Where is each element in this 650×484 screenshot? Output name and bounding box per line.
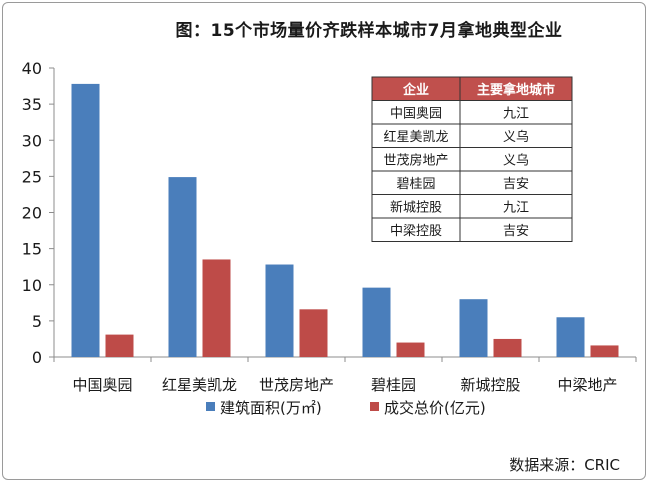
y-tick-label: 25 bbox=[22, 167, 42, 186]
table-cell: 九江 bbox=[503, 106, 529, 121]
table-cell: 红星美凯龙 bbox=[383, 129, 448, 145]
bar-price bbox=[202, 259, 231, 357]
table-cell: 中梁控股 bbox=[390, 224, 442, 239]
table-cell: 中国奥园 bbox=[390, 106, 442, 121]
legend-label: 成交总价(亿元) bbox=[384, 399, 486, 417]
y-tick-label: 10 bbox=[22, 276, 42, 295]
legend-swatch bbox=[370, 402, 379, 411]
bar-price bbox=[493, 338, 522, 357]
chart-title: 图：15个市场量价齐跌样本城市7月拿地典型企业 bbox=[175, 21, 563, 41]
bar-area bbox=[459, 299, 488, 357]
table-cell: 碧桂园 bbox=[396, 177, 435, 192]
y-tick-label: 30 bbox=[22, 131, 42, 150]
bar-area bbox=[556, 317, 585, 357]
x-category-label: 中国奥园 bbox=[72, 376, 132, 394]
bar-area bbox=[168, 177, 197, 357]
table-cell: 吉安 bbox=[503, 224, 529, 239]
table-header-cell: 主要拿地城市 bbox=[477, 82, 555, 98]
legend-swatch bbox=[206, 402, 215, 411]
y-tick-label: 40 bbox=[22, 59, 42, 78]
x-category-label: 新城控股 bbox=[460, 376, 520, 394]
y-tick-label: 35 bbox=[22, 95, 42, 114]
x-category-label: 世茂房地产 bbox=[259, 376, 334, 394]
table-header-cell: 企业 bbox=[402, 82, 429, 98]
table-cell-bg bbox=[459, 217, 573, 242]
table-cell: 吉安 bbox=[503, 177, 529, 192]
table-cell: 义乌 bbox=[503, 152, 529, 168]
bar-price bbox=[590, 345, 619, 357]
bar-price bbox=[105, 334, 134, 357]
y-tick-label: 15 bbox=[22, 240, 42, 259]
table-cell: 新城控股 bbox=[390, 199, 442, 215]
x-category-label: 中梁地产 bbox=[557, 376, 617, 394]
x-category-label: 红星美凯龙 bbox=[162, 376, 237, 394]
data-source: 数据来源：CRIC bbox=[509, 456, 620, 474]
bar-area bbox=[71, 83, 100, 358]
y-tick-label: 5 bbox=[32, 312, 42, 331]
table-cell: 九江 bbox=[503, 200, 529, 215]
table-cell: 世茂房地产 bbox=[383, 152, 448, 168]
table-cell: 义乌 bbox=[503, 129, 529, 145]
bar-area bbox=[265, 264, 294, 357]
chart-frame bbox=[2, 2, 646, 480]
bar-price bbox=[396, 342, 425, 357]
bar-area bbox=[362, 287, 391, 357]
y-tick-label: 0 bbox=[32, 348, 42, 367]
bar-price bbox=[299, 309, 328, 357]
x-category-label: 碧桂园 bbox=[371, 376, 416, 394]
y-tick-label: 20 bbox=[22, 204, 42, 223]
legend-label: 建筑面积(万㎡) bbox=[220, 399, 322, 417]
